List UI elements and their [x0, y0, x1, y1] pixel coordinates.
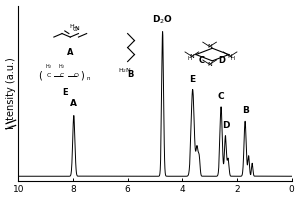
Text: H: H [231, 56, 235, 61]
Text: E: E [190, 75, 196, 84]
Text: H: H [69, 24, 74, 29]
Text: ): ) [81, 71, 84, 81]
Y-axis label: Intensity (a.u.): Intensity (a.u.) [6, 57, 16, 129]
Text: D: D [218, 56, 225, 65]
Text: B: B [127, 70, 134, 79]
Text: N: N [207, 44, 212, 49]
Text: N: N [207, 62, 212, 67]
Text: B: B [242, 106, 249, 115]
Text: H: H [187, 56, 191, 61]
Text: (: ( [38, 71, 42, 81]
Text: H$_2$: H$_2$ [58, 62, 66, 71]
Text: D: D [222, 121, 229, 130]
Text: C: C [46, 73, 51, 78]
Text: E: E [62, 88, 68, 97]
Text: A: A [67, 48, 74, 57]
Text: N: N [190, 54, 194, 59]
Text: A: A [70, 99, 77, 108]
Text: N: N [228, 54, 232, 59]
Text: H$_2$N: H$_2$N [118, 66, 132, 75]
Text: N: N [75, 26, 80, 31]
Text: C: C [60, 73, 64, 78]
Text: C: C [199, 56, 205, 65]
Text: C: C [218, 92, 224, 101]
Text: O: O [73, 27, 78, 32]
Text: n: n [86, 76, 90, 81]
Text: H$_2$: H$_2$ [45, 62, 52, 71]
Text: D$_2$O: D$_2$O [152, 13, 173, 26]
Text: O: O [73, 73, 78, 78]
